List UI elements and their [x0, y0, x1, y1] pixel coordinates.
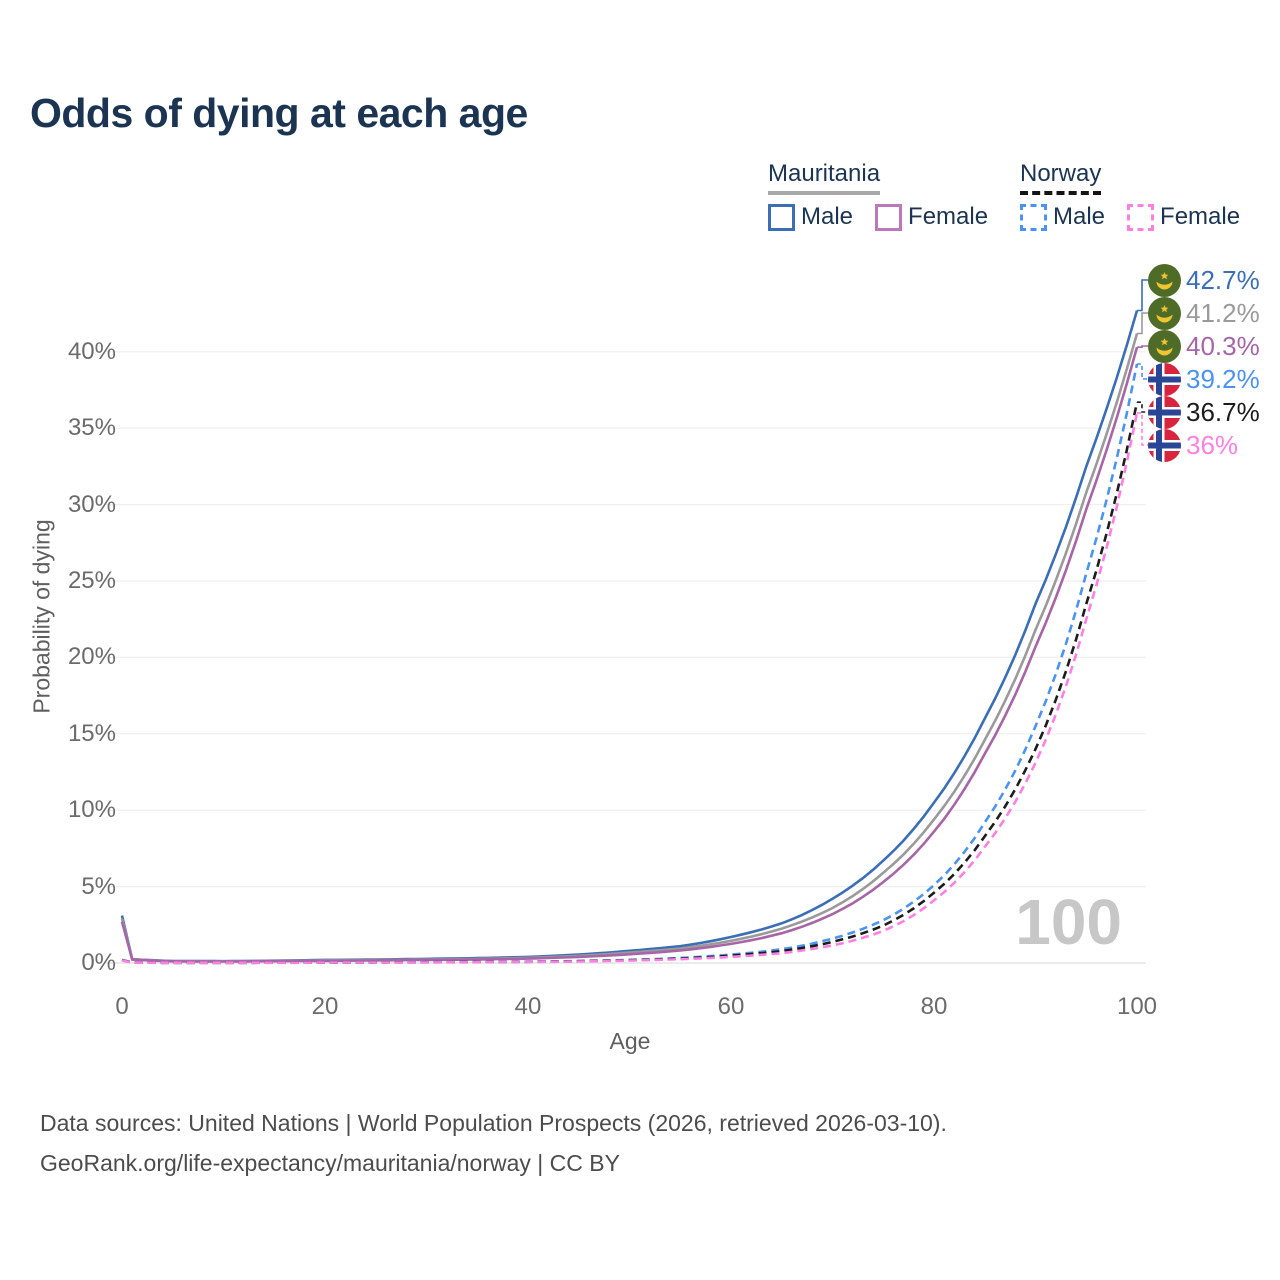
end-label-value: 36% — [1186, 429, 1239, 460]
end-label-row: 36.7% — [1148, 395, 1260, 429]
end-label-row: 41.2% — [1148, 296, 1260, 330]
series-line-mauritania-female — [120, 346, 1139, 963]
end-label-connector — [1137, 363, 1148, 380]
series-line-mauritania-male — [120, 310, 1139, 963]
end-label-value: 36.7% — [1186, 396, 1260, 427]
legend-item-label: Female — [908, 203, 989, 230]
flag-icon-norway — [1148, 395, 1181, 429]
x-axis-title: Age — [609, 1028, 651, 1054]
legend-country-title: Mauritania — [768, 160, 881, 195]
legend-item-label: Female — [1160, 203, 1241, 230]
series-line-norway-both — [121, 401, 1139, 965]
end-label-value: 41.2% — [1186, 297, 1260, 328]
end-label-row: 36% — [1148, 428, 1239, 462]
x-tick-label: 0 — [115, 993, 129, 1020]
y-tick-label: 15% — [67, 719, 116, 747]
watermark: 100 — [1015, 886, 1122, 958]
legend-group-mauritania: Mauritania Male Female — [768, 160, 1010, 231]
y-tick-label: 5% — [81, 872, 116, 900]
x-tick-label: 80 — [920, 993, 948, 1020]
legend-swatch-mauritania-male — [768, 203, 795, 231]
y-tick-label: 0% — [81, 949, 116, 976]
legend-country-title: Norway — [1020, 160, 1102, 195]
legend-item-label: Male — [801, 203, 854, 230]
flag-icon-mauritania — [1148, 329, 1181, 363]
end-label-connector — [1137, 312, 1148, 335]
end-label-value: 39.2% — [1186, 363, 1260, 394]
end-label-value: 40.3% — [1186, 330, 1260, 361]
x-tick-label: 60 — [717, 993, 745, 1020]
series-line-norway-female — [121, 412, 1139, 965]
x-tick-label: 100 — [1116, 993, 1158, 1020]
end-label-row: 39.2% — [1148, 362, 1260, 396]
y-tick-label: 35% — [67, 414, 116, 442]
y-tick-label: 10% — [67, 796, 116, 824]
y-tick-label: 20% — [67, 643, 116, 671]
page-title: Odds of dying at each age — [30, 90, 528, 136]
legend-group-norway: Norway Male Female — [1020, 160, 1262, 231]
legend-swatch-norway-male — [1020, 203, 1047, 231]
end-label-connector — [1137, 401, 1148, 413]
y-tick-label: 25% — [67, 567, 116, 594]
legend-row: Male Female — [768, 203, 1010, 231]
end-label-row: 40.3% — [1148, 329, 1260, 363]
end-label-connector — [1137, 412, 1148, 446]
flag-icon-mauritania — [1148, 296, 1181, 330]
y-tick-label: 40% — [67, 337, 116, 365]
data-sources-line: Data sources: United Nations | World Pop… — [40, 1110, 947, 1136]
legend-item-label: Male — [1053, 203, 1106, 230]
end-label-row: 42.7% — [1148, 263, 1260, 297]
end-label-connector — [1137, 345, 1148, 349]
y-tick-label: 30% — [67, 490, 116, 518]
attribution-line: GeoRank.org/life-expectancy/mauritania/n… — [40, 1150, 620, 1176]
series-line-norway-male — [121, 363, 1139, 965]
x-tick-label: 20 — [311, 993, 339, 1020]
legend-swatch-mauritania-female — [875, 203, 903, 231]
x-tick-label: 40 — [514, 993, 542, 1020]
legend-row: Male Female — [1020, 203, 1262, 231]
flag-icon-norway — [1148, 362, 1181, 396]
flag-icon-norway — [1148, 428, 1181, 462]
end-label-connector — [1137, 279, 1148, 312]
end-label-value: 42.7% — [1186, 264, 1260, 295]
legend-swatch-norway-female — [1127, 203, 1155, 231]
flag-icon-mauritania — [1148, 263, 1181, 297]
